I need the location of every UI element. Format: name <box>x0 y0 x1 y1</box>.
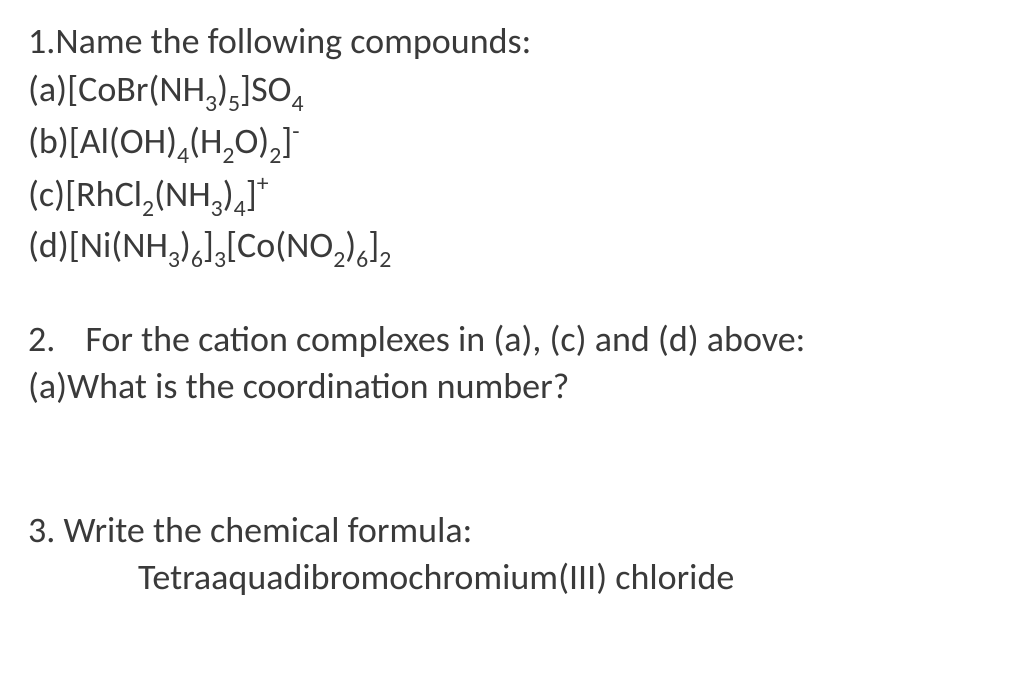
q3-line1: 3. Write the chemical formula: <box>28 507 990 555</box>
q1-b-formula: [Al(OH)4(H2O)2]- <box>69 119 300 163</box>
q2-line1-text: For the cation complexes in (a), (c) and… <box>55 317 805 361</box>
q2-block: 2.For the cation complexes in (a), (c) a… <box>28 316 990 411</box>
q1-a-label: (a) <box>28 67 67 111</box>
q1-d-label: (d) <box>28 223 69 267</box>
q1-a: (a)[CoBr(NH3)5]SO4 <box>28 66 990 118</box>
q1-c-label: (c) <box>28 172 65 216</box>
q1-d: (d)[Ni(NH3)6]3[Co(NO2)6]2 <box>28 222 990 274</box>
q1-b: (b)[Al(OH)4(H2O)2]- <box>28 117 990 170</box>
q1-d-formula: [Ni(NH3)6]3[Co(NO2)6]2 <box>69 223 392 267</box>
q1-c: (c)[RhCl2(NH3)4]+ <box>28 170 990 223</box>
q1-b-label: (b) <box>28 119 69 163</box>
q1-a-formula: [CoBr(NH3)5]SO4 <box>67 67 303 111</box>
q1-heading: 1.Name the following compounds: <box>28 18 990 66</box>
q2-line2: (a)What is the coordination number? <box>28 363 990 411</box>
q3-line2: Tetraaquadibromochromium(III) chloride <box>28 554 990 602</box>
worksheet-page: 1.Name the following compounds: (a)[CoBr… <box>0 0 1018 620</box>
q3-block: 3. Write the chemical formula: Tetraaqua… <box>28 507 990 602</box>
q2-line1: 2.For the cation complexes in (a), (c) a… <box>28 316 990 364</box>
q1-c-formula: [RhCl2(NH3)4]+ <box>65 172 269 216</box>
q2-number: 2. <box>28 317 55 361</box>
